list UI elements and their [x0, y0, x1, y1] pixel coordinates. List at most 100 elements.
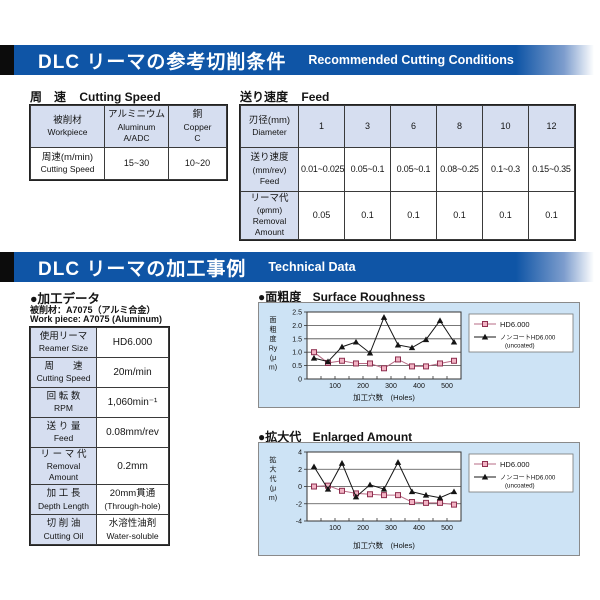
square-marker [423, 499, 429, 506]
legend-label: ノンコートHD6.000 [500, 475, 556, 482]
removal-value-3: 0.1 [344, 190, 391, 241]
triangle-marker [450, 338, 458, 345]
square-marker [437, 360, 443, 367]
legend-label: HD6.000 [500, 320, 530, 329]
triangle-marker [310, 463, 318, 470]
y-axis-label: (μ [270, 355, 276, 362]
feed-value-3: 0.05~0.1 [344, 147, 391, 192]
header-accent-block [0, 45, 14, 75]
y-tick-label: 0 [298, 377, 302, 384]
feed-row-label: 送り速度 (mm/rev) Feed [240, 147, 299, 192]
cutting-speed-row-label: 周速(m/min) Cutting Speed [30, 147, 105, 180]
triangle-marker [436, 494, 444, 501]
removal-value-10: 0.1 [482, 190, 529, 241]
x-tick-label: 200 [357, 525, 369, 532]
feed-header-diameter: 刃径(mm) Diameter [240, 105, 299, 148]
feed-title-jp: 送り速度 [240, 90, 289, 104]
feed-diameter-3: 3 [344, 105, 391, 148]
feed-value-10: 0.1~0.3 [482, 147, 529, 192]
cutting-speed-title: 周 速 Cutting Speed [30, 88, 161, 105]
row-rpm-label: 回 転 数 RPM [30, 387, 97, 418]
square-marker [423, 363, 429, 370]
surface-roughness-chart-panel: 0 0.5 1.0 1.5 2.0 2.5 100 200 300 400 500 加工穴数 (Hol… [258, 302, 580, 408]
x-tick-label: 300 [385, 383, 397, 390]
feed-value-1: 0.01~0.025 [298, 147, 345, 192]
row-rpm-value: 1,060min⁻¹ [96, 387, 169, 418]
square-marker [451, 357, 457, 364]
row-depth-label: 加 工 長 Depth Length [30, 484, 97, 516]
y-tick-label: 1.0 [292, 350, 302, 357]
legend-box [468, 453, 574, 493]
square-marker [381, 492, 387, 499]
row-speed-value: 20m/min [96, 357, 169, 388]
triangle-marker [310, 354, 318, 361]
legend-label: ノンコートHD6.000 [500, 335, 556, 342]
removal-value-1: 0.05 [298, 190, 345, 241]
triangle-marker [380, 485, 388, 492]
section2-header: DLC リーマの加工事例 Technical Data [0, 252, 600, 282]
section1-title-en: Recommended Cutting Conditions [308, 53, 514, 67]
triangle-marker [324, 358, 332, 365]
triangle-marker [324, 485, 332, 492]
x-tick-label: 100 [329, 525, 341, 532]
square-marker [339, 487, 345, 494]
removal-value-8: 0.1 [436, 190, 483, 241]
row-feed-label: 送 り 量 Feed [30, 417, 97, 448]
y-axis-label: 面 [270, 316, 277, 324]
feed-diameter-1: 1 [298, 105, 345, 148]
triangle-marker [408, 344, 416, 351]
square-marker [395, 356, 401, 363]
row-removal-value: 0.2mm [96, 446, 169, 486]
row-removal-label: リ ー マ 代 Removal Amount [30, 446, 97, 486]
y-tick-label: 0.5 [292, 363, 302, 370]
triangle-marker [352, 338, 360, 345]
y-tick-label: 2.0 [292, 323, 302, 330]
triangle-marker [450, 488, 458, 495]
cutting-speed-header-copper: 銅 Copper C [168, 105, 227, 148]
triangle-marker [338, 460, 346, 466]
x-tick-label: 300 [385, 525, 397, 532]
square-marker [381, 365, 387, 372]
workpiece-line-en: Work piece: A7075 (Aluminum) [30, 314, 163, 324]
triangle-marker [338, 343, 346, 350]
row-reamer-value: HD6.000 [96, 327, 169, 358]
machining-data-title: ●加工データ [30, 292, 101, 306]
feed-value-8: 0.08~0.25 [436, 147, 483, 192]
triangle-marker [408, 488, 416, 495]
y-tick-label: 2.5 [292, 310, 302, 317]
removal-value-12: 0.1 [528, 190, 575, 241]
section1-title-jp: DLC リーマの参考切削条件 [38, 51, 287, 73]
square-marker [437, 499, 443, 506]
y-axis-label: m) [269, 365, 277, 372]
x-tick-label: 200 [357, 383, 369, 390]
row-oil-value: 水溶性油剤 Water-soluble [96, 514, 169, 546]
cutting-speed-value-aluminum: 15~30 [104, 147, 169, 180]
x-tick-label: 400 [413, 383, 425, 390]
enlarged-amount-title: ●拡大代 Enlarged Amount [258, 430, 413, 444]
y-axis-label: 度 [270, 334, 277, 343]
enlarged-amount-chart: -4 -2 0 2 4 100 200 300 400 500 加工穴数 (Holes) 拡大代 (μ m… [269, 450, 574, 550]
x-axis-label: 加工穴数 (Holes) [353, 392, 415, 402]
triangle-marker [422, 491, 430, 498]
square-marker [409, 499, 415, 506]
cutting-speed-title-jp: 周 速 [30, 90, 67, 104]
cutting-speed-header-workpiece: 被削材 Workpiece [30, 105, 105, 148]
legend-box [468, 313, 574, 353]
feed-diameter-12: 12 [528, 105, 575, 148]
legend-label: (uncoated) [505, 343, 535, 350]
y-axis-label: Ry [269, 346, 278, 353]
square-marker [451, 501, 457, 508]
feed-diameter-10: 10 [482, 105, 529, 148]
triangle-marker [394, 341, 402, 348]
square-marker [367, 491, 373, 498]
triangle-marker [366, 349, 374, 356]
triangle-marker [366, 481, 374, 488]
legend-label: HD6.000 [500, 460, 530, 469]
workpiece-line-jp: 被削材：A7075（アルミ合金） [30, 305, 156, 315]
feed-diameter-6: 6 [390, 105, 437, 148]
square-marker [482, 461, 488, 467]
y-tick-label: 1.5 [292, 336, 302, 343]
feed-diameter-8: 8 [436, 105, 483, 148]
y-tick-label: 4 [298, 450, 302, 457]
